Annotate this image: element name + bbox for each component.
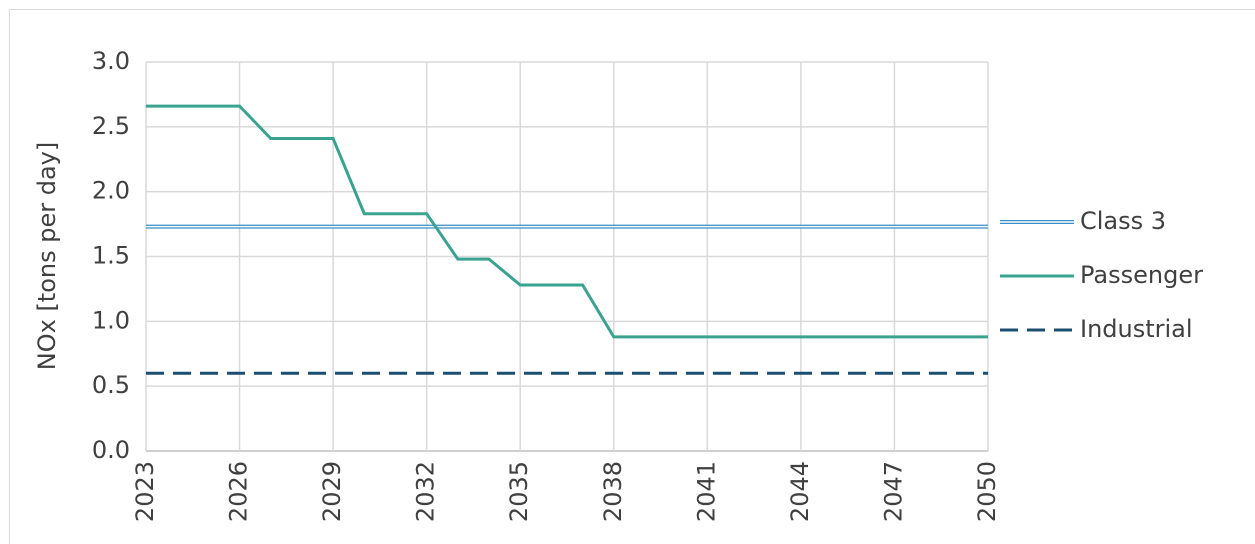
y-tick-label: 2.0 <box>92 177 130 205</box>
y-tick-label: 0.5 <box>92 371 130 399</box>
x-tick-label: 2038 <box>599 461 627 522</box>
x-tick-label: 2029 <box>318 461 346 522</box>
y-tick-label: 1.5 <box>92 242 130 270</box>
legend-label: Industrial <box>1080 315 1193 343</box>
x-tick-label: 2026 <box>225 461 253 522</box>
x-tick-label: 2050 <box>973 461 1001 522</box>
x-tick-label: 2035 <box>505 461 533 522</box>
legend-label: Class 3 <box>1080 207 1166 235</box>
x-tick-label: 2023 <box>131 461 159 522</box>
y-tick-label: 0.0 <box>92 436 130 464</box>
x-tick-label: 2044 <box>786 461 814 522</box>
y-tick-label: 2.5 <box>92 112 130 140</box>
chart-frame <box>9 9 1255 544</box>
legend-label: Passenger <box>1080 261 1203 289</box>
x-tick-label: 2047 <box>879 461 907 522</box>
y-tick-label: 1.0 <box>92 306 130 334</box>
x-tick-label: 2032 <box>412 461 440 522</box>
y-axis-label: NOx [tons per day] <box>33 142 61 370</box>
series-line <box>146 104 988 339</box>
y-tick-label: 3.0 <box>92 47 130 75</box>
x-tick-label: 2041 <box>692 461 720 522</box>
